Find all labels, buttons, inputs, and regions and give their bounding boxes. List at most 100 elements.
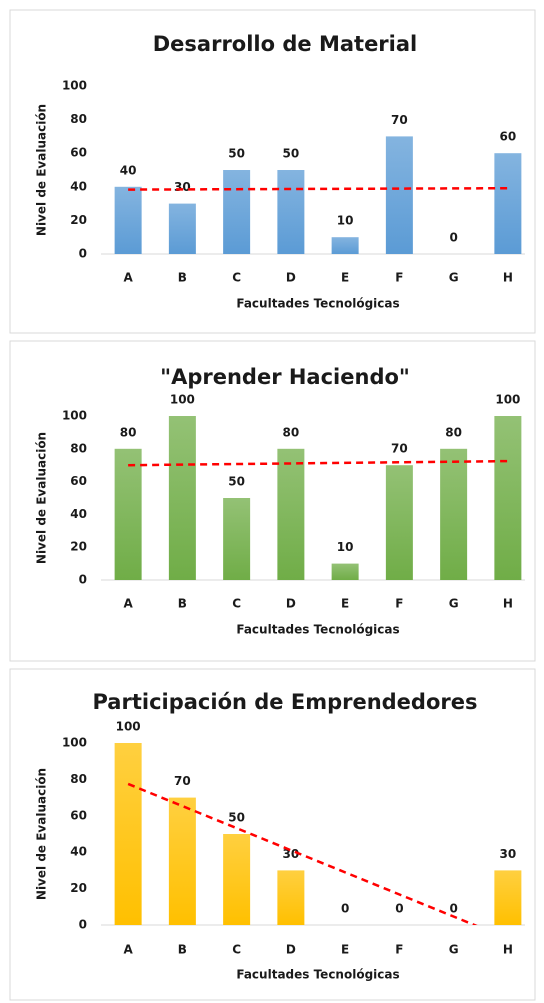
x-tick-label: G — [449, 943, 459, 957]
y-tick-label: 20 — [70, 881, 87, 895]
x-tick-label: F — [395, 597, 403, 611]
bar — [494, 416, 522, 580]
y-tick-label: 60 — [70, 808, 87, 822]
y-tick-label: 80 — [70, 441, 87, 455]
bar — [114, 743, 142, 925]
bar — [385, 136, 413, 254]
value-label: 10 — [337, 214, 354, 228]
x-tick-label: E — [341, 597, 349, 611]
value-label: 50 — [228, 811, 245, 825]
y-tick-label: 60 — [70, 146, 87, 160]
y-axis-title: Nivel de Evaluación — [35, 768, 49, 900]
bar — [114, 186, 142, 254]
x-tick-label: H — [503, 271, 513, 285]
bar — [277, 170, 305, 254]
bar — [114, 448, 142, 580]
bar — [331, 563, 359, 580]
y-tick-label: 20 — [70, 540, 87, 554]
x-tick-label: E — [341, 943, 349, 957]
chart-title: "Aprender Haciendo" — [160, 365, 410, 389]
y-tick-label: 0 — [79, 918, 87, 932]
bar — [494, 870, 522, 925]
x-tick-label: G — [449, 271, 459, 285]
x-tick-label: C — [232, 943, 241, 957]
x-axis-title: Facultades Tecnológicas — [236, 297, 399, 311]
y-tick-label: 100 — [62, 736, 87, 750]
y-tick-label: 40 — [70, 845, 87, 859]
value-label: 40 — [120, 163, 137, 177]
value-label: 80 — [120, 425, 137, 439]
value-label: 50 — [283, 147, 300, 161]
value-label: 80 — [445, 425, 462, 439]
x-tick-label: F — [395, 271, 403, 285]
value-label: 100 — [116, 720, 141, 734]
bar — [223, 170, 251, 254]
bar — [223, 834, 251, 925]
value-label: 50 — [228, 147, 245, 161]
y-tick-label: 100 — [62, 79, 87, 93]
x-tick-label: D — [286, 943, 296, 957]
x-tick-label: A — [123, 271, 133, 285]
trendline — [128, 186, 508, 191]
y-tick-label: 40 — [70, 179, 87, 193]
bar — [168, 797, 196, 925]
value-label: 60 — [500, 130, 517, 144]
value-label: 10 — [337, 540, 354, 554]
chart-panel — [9, 668, 536, 1001]
x-tick-label: A — [123, 943, 133, 957]
value-label: 30 — [283, 847, 300, 861]
y-tick-label: 0 — [79, 247, 87, 261]
value-label: 0 — [395, 902, 403, 916]
trendline — [128, 459, 508, 467]
x-tick-label: C — [232, 597, 241, 611]
value-label: 70 — [174, 774, 191, 788]
value-label: 50 — [228, 475, 245, 489]
y-tick-label: 100 — [62, 409, 87, 423]
bar — [168, 416, 196, 580]
x-tick-label: D — [286, 271, 296, 285]
bar — [223, 498, 251, 580]
chart-title: Participación de Emprendedores — [92, 690, 477, 714]
bar — [168, 203, 196, 254]
value-label: 0 — [449, 231, 457, 245]
y-tick-label: 0 — [79, 573, 87, 587]
y-tick-label: 40 — [70, 507, 87, 521]
x-tick-label: G — [449, 597, 459, 611]
value-label: 100 — [495, 393, 520, 407]
value-label: 80 — [283, 425, 300, 439]
value-label: 70 — [391, 113, 408, 127]
value-label: 30 — [500, 847, 517, 861]
bar — [440, 448, 468, 580]
x-tick-label: A — [123, 597, 133, 611]
x-tick-label: E — [341, 271, 349, 285]
bar — [277, 448, 305, 580]
chart-panel — [9, 9, 536, 334]
bar — [331, 237, 359, 254]
value-label: 0 — [341, 902, 349, 916]
bar — [385, 465, 413, 580]
x-tick-label: H — [503, 943, 513, 957]
x-tick-label: B — [178, 271, 187, 285]
chart-title: Desarrollo de Material — [153, 32, 417, 56]
y-tick-label: 20 — [70, 213, 87, 227]
bar — [277, 870, 305, 925]
x-axis-title: Facultades Tecnológicas — [236, 968, 399, 982]
value-label: 0 — [449, 902, 457, 916]
bar — [494, 153, 522, 254]
trendline — [127, 782, 478, 925]
y-tick-label: 60 — [70, 474, 87, 488]
x-axis-title: Facultades Tecnológicas — [236, 623, 399, 637]
x-tick-label: B — [178, 597, 187, 611]
y-tick-label: 80 — [70, 112, 87, 126]
value-label: 100 — [170, 393, 195, 407]
y-tick-label: 80 — [70, 772, 87, 786]
x-tick-label: D — [286, 597, 296, 611]
x-tick-label: B — [178, 943, 187, 957]
x-tick-label: C — [232, 271, 241, 285]
x-tick-label: F — [395, 943, 403, 957]
value-label: 70 — [391, 442, 408, 456]
value-label: 30 — [174, 180, 191, 194]
x-tick-label: H — [503, 597, 513, 611]
y-axis-title: Nivel de Evaluación — [35, 432, 49, 564]
